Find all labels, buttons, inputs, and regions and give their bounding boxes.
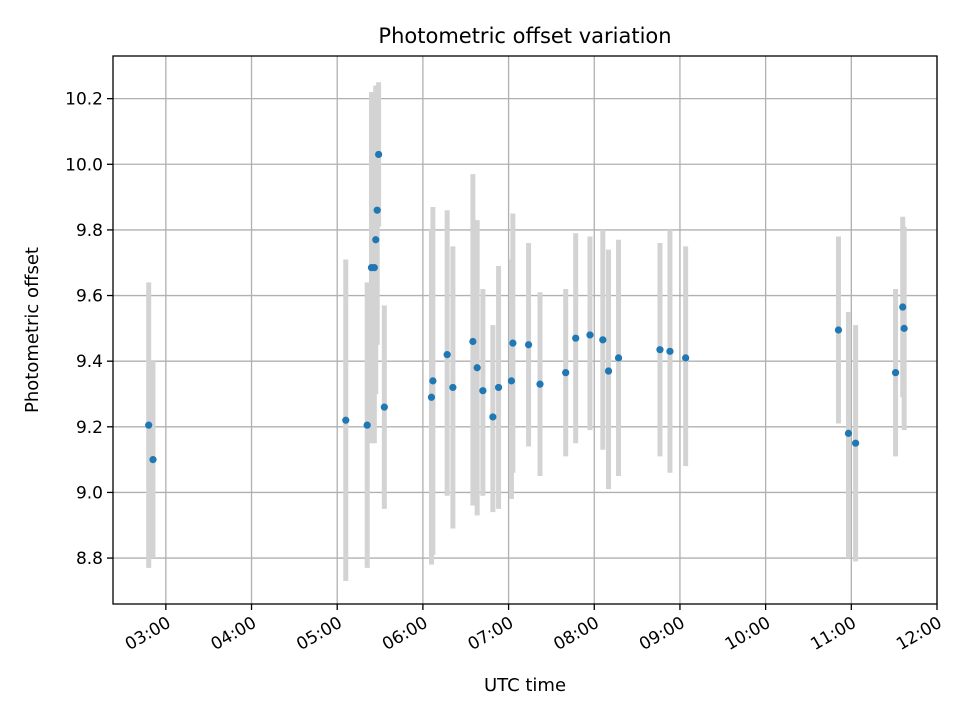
chart-title: Photometric offset variation: [378, 24, 671, 48]
data-point: [342, 416, 350, 424]
grid: [113, 56, 938, 604]
plot-frame: [112, 55, 938, 605]
data-point: [149, 456, 157, 464]
data-point: [604, 367, 613, 375]
data-point: [145, 421, 153, 429]
data-point: [449, 383, 457, 392]
data-point: [536, 380, 544, 388]
data-point: [489, 413, 497, 421]
data-points: [145, 150, 908, 464]
y-tick-label: 9.0: [76, 483, 103, 503]
data-point: [891, 369, 900, 377]
data-point: [572, 334, 580, 342]
data-point: [469, 337, 477, 346]
y-tick-label: 10.2: [65, 90, 103, 110]
data-point: [899, 303, 907, 311]
data-point: [524, 341, 533, 349]
data-point: [586, 331, 594, 339]
data-point: [373, 206, 381, 214]
data-point: [363, 421, 371, 429]
data-point: [370, 264, 378, 272]
y-tick-label: 9.2: [76, 418, 103, 438]
data-point: [494, 383, 503, 392]
data-point: [427, 393, 436, 401]
data-point: [614, 354, 623, 362]
x-axis-label: UTC time: [484, 675, 566, 696]
data-point: [507, 377, 516, 385]
data-point: [599, 336, 607, 344]
y-axis: 8.8 9.0 9.2 9.4 9.6 9.8 10.0 10.2: [65, 90, 113, 569]
data-point: [509, 339, 517, 347]
data-point: [834, 326, 843, 334]
y-tick-label: 9.8: [76, 221, 103, 241]
data-point: [900, 324, 908, 332]
data-point: [443, 351, 451, 359]
data-point: [380, 403, 388, 411]
data-point: [473, 364, 481, 372]
data-point: [666, 347, 674, 355]
data-point: [479, 387, 487, 395]
y-tick-label: 10.0: [65, 155, 103, 175]
data-point: [375, 150, 383, 159]
y-axis-label: Photometric offset: [22, 247, 43, 413]
data-point: [656, 346, 664, 354]
y-tick-label: 8.8: [76, 549, 103, 569]
y-tick-label: 9.4: [76, 352, 103, 372]
data-point: [562, 369, 570, 377]
data-point: [429, 377, 437, 385]
y-tick-label: 9.6: [76, 287, 103, 307]
data-point: [851, 439, 860, 447]
data-point: [372, 236, 380, 244]
data-point: [844, 429, 853, 437]
data-point: [682, 354, 690, 362]
